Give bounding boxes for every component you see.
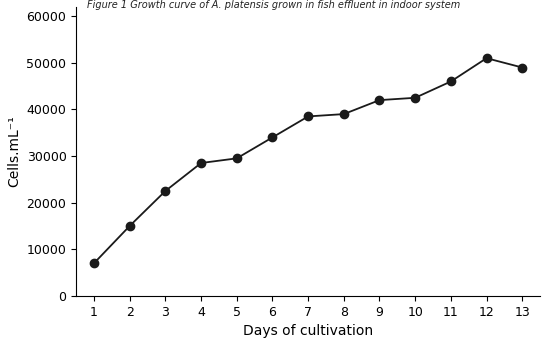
Y-axis label: Cells.mL⁻¹: Cells.mL⁻¹ <box>7 116 21 187</box>
X-axis label: Days of cultivation: Days of cultivation <box>243 324 373 338</box>
Text: Figure 1 Growth curve of A. platensis grown in fish effluent in indoor system: Figure 1 Growth curve of A. platensis gr… <box>87 0 460 10</box>
